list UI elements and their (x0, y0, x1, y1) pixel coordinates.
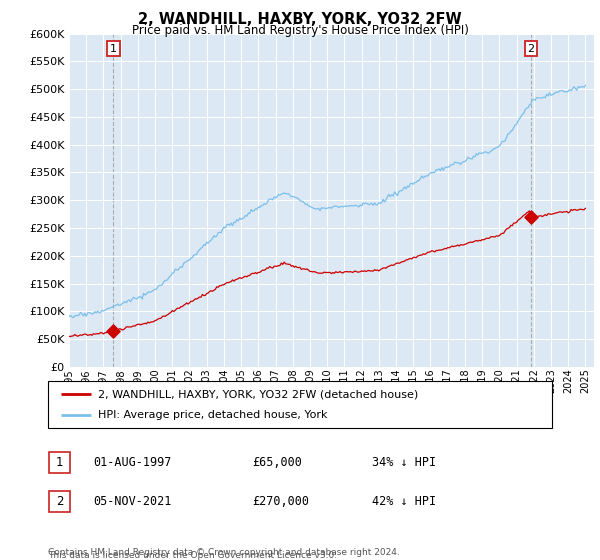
Text: 01-AUG-1997: 01-AUG-1997 (93, 455, 172, 469)
Point (526, 212, 536, 221)
Text: Price paid vs. HM Land Registry's House Price Index (HPI): Price paid vs. HM Land Registry's House … (131, 24, 469, 36)
Text: 1: 1 (56, 456, 63, 469)
Point (109, 326, 118, 335)
Text: This data is licensed under the Open Government Licence v3.0.: This data is licensed under the Open Gov… (48, 551, 337, 560)
Text: 34% ↓ HPI: 34% ↓ HPI (372, 455, 436, 469)
Text: 05-NOV-2021: 05-NOV-2021 (93, 494, 172, 508)
FancyBboxPatch shape (49, 452, 70, 473)
Text: 2: 2 (527, 44, 535, 54)
Text: HPI: Average price, detached house, York: HPI: Average price, detached house, York (98, 410, 328, 420)
Text: 2, WANDHILL, HAXBY, YORK, YO32 2FW (detached house): 2, WANDHILL, HAXBY, YORK, YO32 2FW (deta… (98, 389, 419, 399)
Text: £270,000: £270,000 (252, 494, 309, 508)
Text: 2, WANDHILL, HAXBY, YORK, YO32 2FW: 2, WANDHILL, HAXBY, YORK, YO32 2FW (138, 12, 462, 27)
Text: 42% ↓ HPI: 42% ↓ HPI (372, 494, 436, 508)
FancyBboxPatch shape (48, 381, 552, 428)
Text: 1: 1 (110, 44, 117, 54)
Text: £65,000: £65,000 (252, 455, 302, 469)
FancyBboxPatch shape (49, 491, 70, 512)
Text: Contains HM Land Registry data © Crown copyright and database right 2024.: Contains HM Land Registry data © Crown c… (48, 548, 400, 557)
Text: 2: 2 (56, 495, 63, 508)
